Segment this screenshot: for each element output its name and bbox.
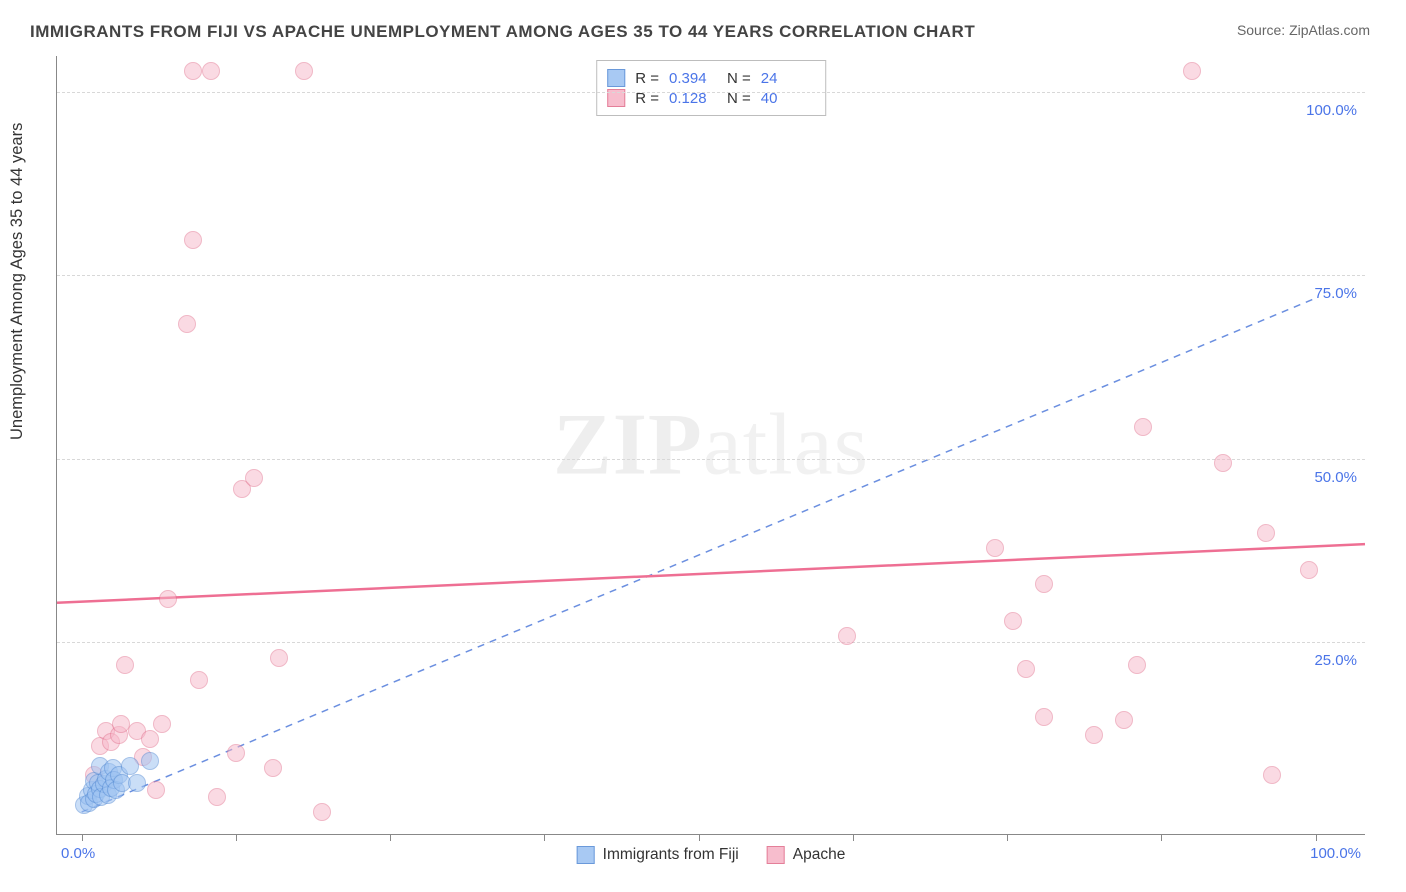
x-tick bbox=[82, 834, 83, 841]
data-point-apache bbox=[1263, 766, 1281, 784]
swatch-fiji bbox=[577, 846, 595, 864]
data-point-fiji bbox=[121, 757, 139, 775]
x-tick bbox=[544, 834, 545, 841]
data-point-fiji bbox=[141, 752, 159, 770]
y-tick-label: 50.0% bbox=[1314, 469, 1357, 486]
chart-title: IMMIGRANTS FROM FIJI VS APACHE UNEMPLOYM… bbox=[30, 22, 975, 42]
data-point-apache bbox=[986, 539, 1004, 557]
data-point-fiji bbox=[128, 774, 146, 792]
x-tick bbox=[699, 834, 700, 841]
y-tick-label: 100.0% bbox=[1306, 102, 1357, 119]
gridline bbox=[57, 275, 1365, 276]
data-point-apache bbox=[184, 62, 202, 80]
data-point-apache bbox=[270, 649, 288, 667]
data-point-apache bbox=[1183, 62, 1201, 80]
data-point-apache bbox=[1004, 612, 1022, 630]
r-label: R = bbox=[635, 70, 659, 87]
data-point-apache bbox=[178, 315, 196, 333]
source-attribution: Source: ZipAtlas.com bbox=[1237, 22, 1370, 38]
gridline bbox=[57, 459, 1365, 460]
data-point-apache bbox=[264, 759, 282, 777]
x-axis-min-label: 0.0% bbox=[61, 845, 95, 862]
data-point-apache bbox=[313, 803, 331, 821]
legend-label-fiji: Immigrants from Fiji bbox=[603, 846, 739, 864]
series-legend: Immigrants from Fiji Apache bbox=[577, 846, 846, 864]
data-point-apache bbox=[190, 671, 208, 689]
r-value-fiji: 0.394 bbox=[669, 70, 717, 87]
legend-item-apache: Apache bbox=[767, 846, 846, 864]
data-point-apache bbox=[1128, 656, 1146, 674]
x-tick bbox=[1007, 834, 1008, 841]
legend-item-fiji: Immigrants from Fiji bbox=[577, 846, 739, 864]
data-point-apache bbox=[1017, 660, 1035, 678]
correlation-stats-box: R = 0.394 N = 24 R = 0.128 N = 40 bbox=[596, 60, 826, 116]
x-tick bbox=[390, 834, 391, 841]
data-point-apache bbox=[227, 744, 245, 762]
data-point-apache bbox=[202, 62, 220, 80]
y-tick-label: 75.0% bbox=[1314, 285, 1357, 302]
data-point-apache bbox=[838, 627, 856, 645]
x-tick bbox=[236, 834, 237, 841]
trend-line-apache bbox=[57, 544, 1365, 603]
x-axis-max-label: 100.0% bbox=[1310, 845, 1361, 862]
gridline bbox=[57, 642, 1365, 643]
data-point-apache bbox=[1134, 418, 1152, 436]
n-label: N = bbox=[727, 70, 751, 87]
data-point-apache bbox=[295, 62, 313, 80]
data-point-apache bbox=[147, 781, 165, 799]
data-point-apache bbox=[208, 788, 226, 806]
data-point-apache bbox=[1115, 711, 1133, 729]
data-point-apache bbox=[1257, 524, 1275, 542]
legend-label-apache: Apache bbox=[793, 846, 846, 864]
y-axis-label: Unemployment Among Ages 35 to 44 years bbox=[8, 123, 27, 440]
x-tick bbox=[1161, 834, 1162, 841]
n-value-fiji: 24 bbox=[761, 70, 809, 87]
data-point-apache bbox=[1035, 575, 1053, 593]
gridline bbox=[57, 92, 1365, 93]
x-tick bbox=[1316, 834, 1317, 841]
stats-row-fiji: R = 0.394 N = 24 bbox=[607, 69, 809, 87]
data-point-apache bbox=[116, 656, 134, 674]
data-point-apache bbox=[1300, 561, 1318, 579]
y-tick-label: 25.0% bbox=[1314, 652, 1357, 669]
data-point-apache bbox=[184, 231, 202, 249]
data-point-apache bbox=[159, 590, 177, 608]
swatch-fiji bbox=[607, 69, 625, 87]
swatch-apache bbox=[767, 846, 785, 864]
trend-lines-layer bbox=[57, 56, 1365, 834]
data-point-apache bbox=[1035, 708, 1053, 726]
data-point-apache bbox=[141, 730, 159, 748]
data-point-apache bbox=[1214, 454, 1232, 472]
scatter-plot-area: ZIPatlas R = 0.394 N = 24 R = 0.128 N = … bbox=[56, 56, 1365, 835]
data-point-apache bbox=[245, 469, 263, 487]
x-tick bbox=[853, 834, 854, 841]
data-point-apache bbox=[1085, 726, 1103, 744]
data-point-apache bbox=[153, 715, 171, 733]
